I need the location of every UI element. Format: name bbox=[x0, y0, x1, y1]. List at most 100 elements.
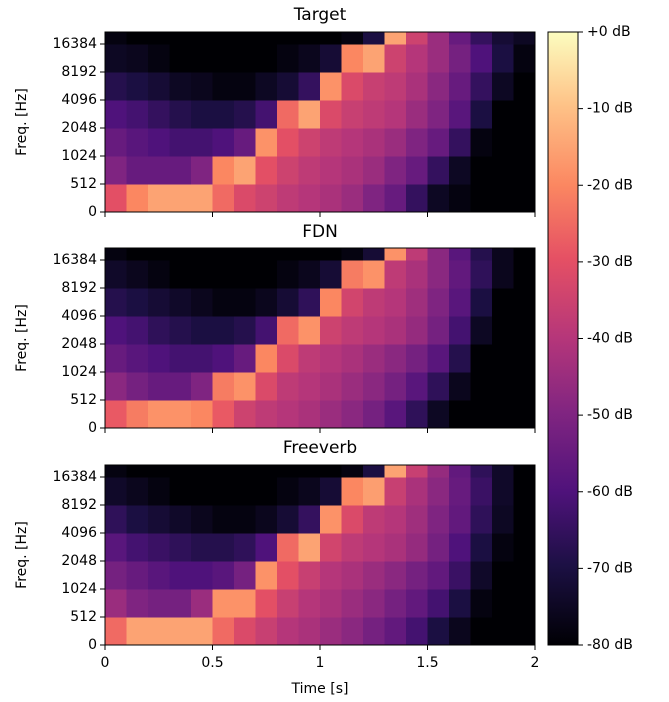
cell bbox=[341, 248, 364, 261]
cell bbox=[320, 259, 342, 289]
cell bbox=[384, 259, 407, 289]
cell bbox=[427, 465, 450, 478]
y-tick-label: 4096 bbox=[61, 92, 97, 108]
cell bbox=[406, 127, 428, 157]
cell bbox=[298, 183, 321, 213]
cell bbox=[298, 560, 321, 590]
cell bbox=[384, 127, 407, 157]
cell bbox=[255, 315, 278, 345]
colorbar-tick-label: +0 dB bbox=[587, 24, 631, 40]
cell bbox=[148, 315, 170, 345]
cell bbox=[212, 371, 235, 401]
y-tick-label: 512 bbox=[70, 176, 97, 192]
cell bbox=[234, 127, 256, 157]
cell bbox=[212, 155, 235, 185]
cell bbox=[427, 371, 450, 401]
cell bbox=[363, 476, 385, 506]
cell bbox=[277, 248, 299, 261]
cell bbox=[470, 616, 493, 646]
cell bbox=[212, 183, 235, 213]
cell bbox=[255, 127, 278, 157]
cell bbox=[148, 371, 170, 401]
cell bbox=[148, 616, 170, 646]
cell bbox=[492, 504, 514, 534]
cell bbox=[234, 71, 256, 101]
cell bbox=[363, 616, 385, 646]
cell bbox=[363, 315, 385, 345]
cell bbox=[470, 71, 493, 101]
colorbar-tick-label: -50 dB bbox=[587, 407, 633, 423]
cell bbox=[341, 465, 364, 478]
cell bbox=[126, 155, 149, 185]
cell bbox=[470, 127, 493, 157]
cell bbox=[148, 155, 170, 185]
cell bbox=[169, 99, 192, 129]
cell bbox=[105, 259, 127, 289]
cell bbox=[255, 155, 278, 185]
cell bbox=[234, 32, 256, 45]
cell bbox=[320, 343, 342, 373]
cell bbox=[126, 71, 149, 101]
cell bbox=[148, 287, 170, 317]
cell bbox=[148, 127, 170, 157]
cell bbox=[513, 32, 536, 45]
cell bbox=[148, 504, 170, 534]
colorbar-tick-label: -10 dB bbox=[587, 101, 633, 117]
cell bbox=[169, 287, 192, 317]
spectrogram bbox=[105, 32, 536, 213]
cell bbox=[148, 465, 170, 478]
cell bbox=[470, 99, 493, 129]
cell bbox=[277, 465, 299, 478]
cell bbox=[255, 504, 278, 534]
cell bbox=[470, 371, 493, 401]
cell bbox=[191, 183, 213, 213]
colorbar-tick-label: -60 dB bbox=[587, 484, 633, 500]
cell bbox=[234, 616, 256, 646]
cell bbox=[449, 71, 471, 101]
cell bbox=[191, 371, 213, 401]
cell bbox=[169, 183, 192, 213]
cell bbox=[470, 315, 493, 345]
cell bbox=[298, 588, 321, 618]
cell bbox=[191, 532, 213, 562]
cell bbox=[449, 183, 471, 213]
y-tick-label: 4096 bbox=[61, 525, 97, 541]
cell bbox=[277, 560, 299, 590]
panel-title: FDN bbox=[302, 222, 338, 242]
cell bbox=[234, 155, 256, 185]
cell bbox=[320, 155, 342, 185]
cell bbox=[363, 32, 385, 45]
cell bbox=[105, 155, 127, 185]
cell bbox=[191, 315, 213, 345]
cell bbox=[255, 248, 278, 261]
cell bbox=[513, 343, 536, 373]
cell bbox=[148, 43, 170, 73]
cell bbox=[255, 560, 278, 590]
y-tick-label: 0 bbox=[88, 420, 97, 436]
cell bbox=[427, 32, 450, 45]
cell bbox=[406, 504, 428, 534]
cell bbox=[105, 71, 127, 101]
cell bbox=[427, 315, 450, 345]
cell bbox=[320, 399, 342, 429]
cell bbox=[148, 343, 170, 373]
cell bbox=[513, 616, 536, 646]
cell bbox=[212, 32, 235, 45]
cell bbox=[427, 99, 450, 129]
cell bbox=[191, 287, 213, 317]
cell bbox=[341, 560, 364, 590]
y-tick-label: 16384 bbox=[52, 469, 97, 485]
cell bbox=[320, 560, 342, 590]
cell bbox=[212, 248, 235, 261]
cell bbox=[427, 287, 450, 317]
cell bbox=[384, 43, 407, 73]
cell bbox=[169, 588, 192, 618]
x-tick-label: 1 bbox=[316, 655, 325, 671]
cell bbox=[470, 399, 493, 429]
cell bbox=[492, 99, 514, 129]
cell bbox=[320, 476, 342, 506]
cell bbox=[341, 476, 364, 506]
cell bbox=[384, 32, 407, 45]
cell bbox=[470, 43, 493, 73]
